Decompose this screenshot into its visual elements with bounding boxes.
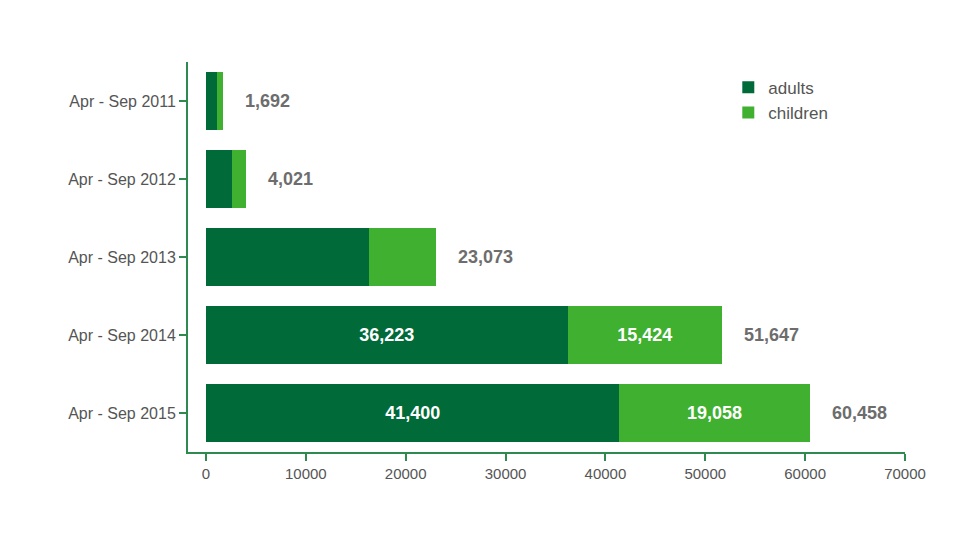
svg-text:adults: adults bbox=[768, 79, 813, 98]
svg-text:0: 0 bbox=[202, 465, 210, 482]
svg-text:40000: 40000 bbox=[585, 465, 627, 482]
svg-text:20000: 20000 bbox=[385, 465, 427, 482]
svg-text:Apr - Sep 2013: Apr - Sep 2013 bbox=[68, 249, 176, 266]
svg-text:23,073: 23,073 bbox=[458, 247, 513, 267]
svg-text:60000: 60000 bbox=[784, 465, 826, 482]
svg-text:50000: 50000 bbox=[684, 465, 726, 482]
svg-text:10000: 10000 bbox=[285, 465, 327, 482]
svg-text:41,400: 41,400 bbox=[385, 403, 440, 423]
svg-text:1,692: 1,692 bbox=[245, 91, 290, 111]
svg-text:60,458: 60,458 bbox=[832, 403, 887, 423]
svg-text:Apr - Sep 2014: Apr - Sep 2014 bbox=[68, 327, 176, 344]
svg-text:30000: 30000 bbox=[485, 465, 527, 482]
svg-text:Apr - Sep 2012: Apr - Sep 2012 bbox=[68, 171, 176, 188]
svg-text:19,058: 19,058 bbox=[687, 403, 742, 423]
svg-text:4,021: 4,021 bbox=[268, 169, 313, 189]
svg-text:Apr - Sep 2015: Apr - Sep 2015 bbox=[68, 405, 176, 422]
svg-text:51,647: 51,647 bbox=[744, 325, 799, 345]
svg-text:15,424: 15,424 bbox=[617, 325, 672, 345]
svg-text:70000: 70000 bbox=[884, 465, 926, 482]
svg-text:Apr - Sep 2011: Apr - Sep 2011 bbox=[69, 93, 176, 110]
svg-text:36,223: 36,223 bbox=[359, 325, 414, 345]
svg-text:children: children bbox=[768, 104, 828, 123]
